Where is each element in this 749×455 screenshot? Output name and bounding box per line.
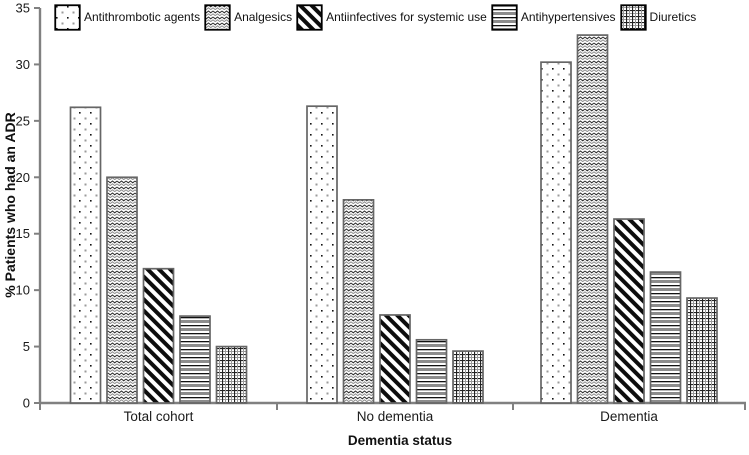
legend-label: Antihypertensives: [520, 10, 616, 24]
bar-diagonal: [142, 267, 175, 404]
y-tick-label: 0: [23, 396, 30, 411]
bar-dots: [306, 105, 338, 404]
bar-grid: [215, 345, 248, 404]
waves-pattern-swatch: [204, 3, 231, 31]
y-tick-label: 15: [16, 226, 30, 241]
legend-item: Antiinfectives for systemic use: [296, 3, 487, 31]
y-axis-title: % Patients who had an ADR: [2, 112, 18, 298]
bar-hlines: [415, 338, 448, 404]
y-tick-label: 25: [16, 113, 30, 128]
bar-waves: [576, 34, 609, 404]
y-tick-label: 20: [16, 170, 30, 185]
legend-item: Antithrombotic agents: [54, 3, 201, 31]
legend-item: Diuretics: [619, 3, 697, 31]
y-tick-label: 5: [23, 339, 30, 354]
bar-dots: [69, 106, 102, 404]
bar-hlines: [649, 271, 682, 404]
hlines-pattern-swatch: [491, 3, 518, 31]
bar-dots: [540, 61, 572, 404]
legend-label: Antiinfectives for systemic use: [326, 10, 487, 24]
bar-waves: [106, 176, 138, 404]
x-category-label: Dementia: [600, 409, 658, 424]
bar-grid: [686, 297, 718, 404]
y-tick-label: 10: [16, 283, 30, 298]
x-category-label: No dementia: [357, 409, 434, 424]
dots-pattern-swatch: [54, 3, 81, 31]
legend-label: Analgesics: [234, 10, 293, 24]
x-category-label: Total cohort: [124, 409, 194, 424]
bar-diagonal: [613, 218, 645, 404]
bar-grid: [452, 350, 484, 404]
legend-label: Diuretics: [649, 10, 697, 24]
grid-pattern-swatch: [619, 3, 647, 31]
legend-item: Analgesics: [204, 3, 293, 31]
y-tick-label: 30: [16, 57, 30, 72]
bar-waves: [342, 199, 375, 404]
bar-diagonal: [379, 314, 411, 404]
y-tick-label: 35: [16, 1, 30, 16]
legend-item: Antihypertensives: [491, 3, 616, 31]
legend-label: Antithrombotic agents: [84, 10, 201, 24]
diagonal-pattern-swatch: [296, 3, 323, 31]
x-axis-title: Dementia status: [347, 433, 453, 448]
chart-legend: Antithrombotic agents Analgesics Antiinfec…: [54, 2, 696, 32]
bar-hlines: [179, 315, 211, 404]
